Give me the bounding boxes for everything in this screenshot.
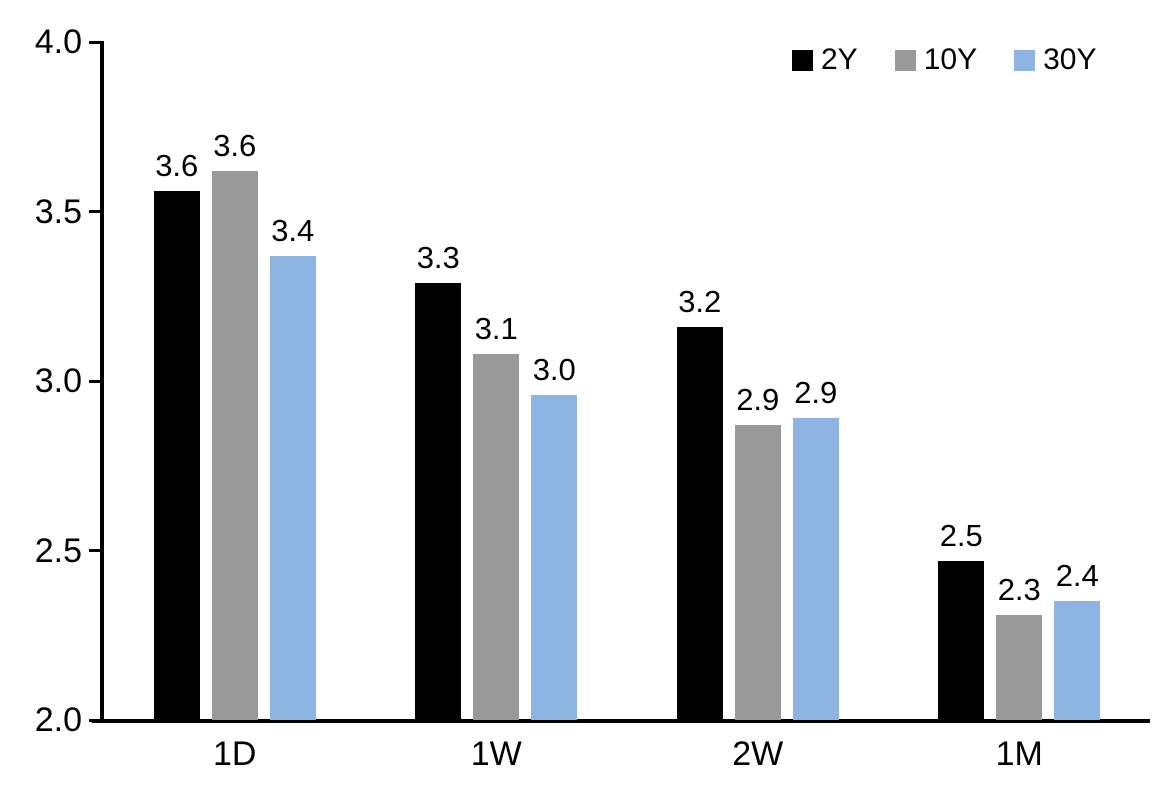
y-tick-label: 2.5 [34,531,82,570]
bar-30Y-2W [792,418,839,720]
y-tick [89,718,104,722]
legend-swatch-30Y [1014,49,1036,71]
legend-item-10Y: 10Y [894,43,978,76]
bar-value-label: 2.9 [736,382,780,418]
bar-value-label: 3.3 [416,239,460,275]
bar-value-label: 2.9 [794,375,838,411]
bar-value-label: 2.3 [997,571,1041,607]
bar-2Y-2W [676,326,723,720]
bar-10Y-1D [211,170,258,720]
x-category-label-1M: 1M [995,735,1043,773]
y-tick [89,40,104,44]
legend-label: 30Y [1043,43,1097,76]
bar-value-label: 2.4 [1055,558,1099,594]
legend-swatch-2Y [792,49,813,71]
bar-30Y-1M [1054,601,1101,720]
x-axis-line [92,719,1150,723]
y-tick [89,379,104,383]
y-tick-label: 3.0 [34,362,82,400]
y-tick-label: 2.0 [34,701,82,739]
x-category-label-1W: 1W [470,735,522,773]
y-tick-label: 4.0 [34,23,82,61]
legend: 2Y 10Y 30Y [792,44,1096,76]
bar-10Y-1W [473,353,520,720]
legend-swatch-10Y [894,49,916,71]
bar-2Y-1M [938,560,985,720]
bar-value-label: 3.1 [474,310,518,346]
legend-label: 2Y [821,43,858,76]
bar-value-label: 3.4 [271,212,315,248]
bar-10Y-1M [996,614,1043,720]
legend-item-30Y: 30Y [1014,44,1096,76]
legend-label: 10Y [923,43,978,76]
x-category-label-1D: 1D [213,735,257,773]
bar-30Y-1D [269,255,316,720]
y-tick [89,549,104,552]
bar-value-label: 3.6 [213,127,257,163]
bar-2Y-1W [415,282,462,720]
bar-value-label: 3.6 [155,148,199,184]
y-tick-label: 3.5 [34,192,82,231]
bar-10Y-2W [734,425,781,720]
bar-value-label: 3.0 [532,351,576,387]
y-tick [89,210,104,213]
x-category-label-2W: 2W [732,735,784,773]
bar-30Y-1W [531,394,578,720]
bar-value-label: 2.5 [939,517,983,553]
bar-2Y-1D [153,191,200,720]
legend-item-2Y: 2Y [792,44,858,76]
bar-value-label: 3.2 [678,283,722,319]
plot-area: 3.6 3.6 3.4 3.3 3.1 3.0 3.2 2.9 2.9 2.5 2.3 2.4 [89,40,1150,723]
